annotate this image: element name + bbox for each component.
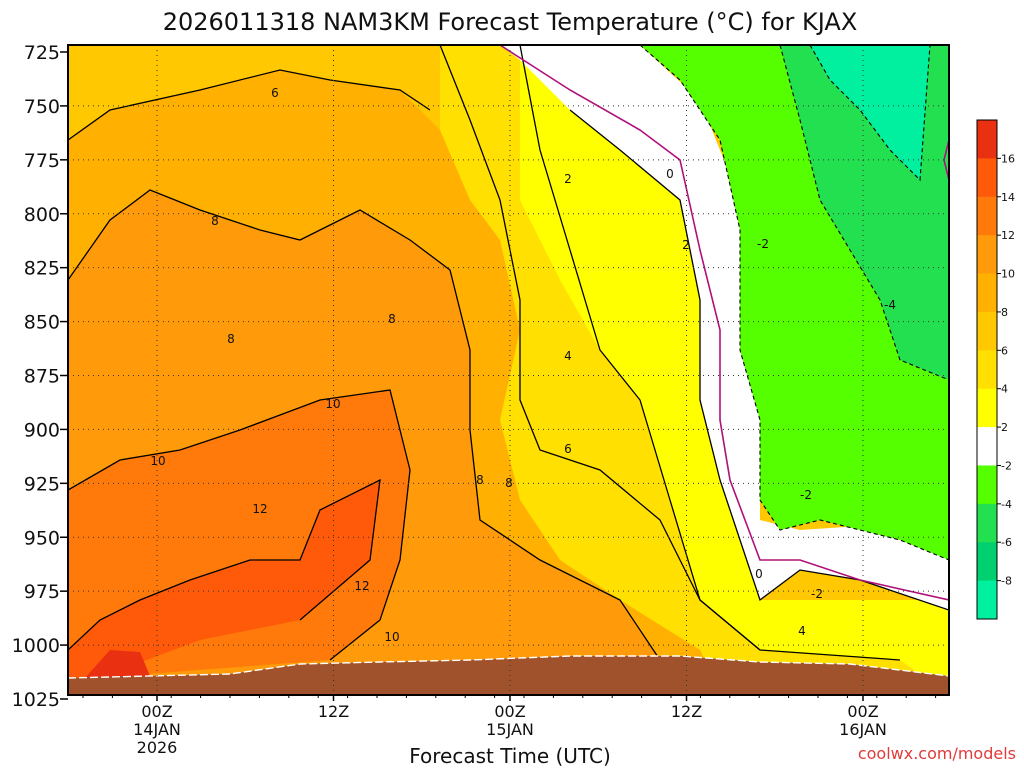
- band-16-plus: [85, 650, 150, 678]
- colorbar-label: -4: [1001, 498, 1012, 511]
- contour-label: 10: [150, 454, 165, 468]
- colorbar-label: -8: [1001, 575, 1012, 588]
- x-tick-time: 00Z: [494, 702, 525, 721]
- colorbar-swatch: [977, 388, 997, 428]
- credit-text: coolwx.com/models: [858, 744, 1016, 763]
- x-tick-time: 12Z: [671, 702, 702, 721]
- contour-labels: 6 8 8 8 10 10 10 12 12 8 8 6 4 2 2 0 -2 -4 -2 0 -2 4: [150, 86, 896, 644]
- y-tick-label: 975: [24, 581, 60, 603]
- colorbar-label: 16: [1001, 152, 1015, 165]
- contour-label: 8: [505, 476, 513, 490]
- contour-neg6: [809, 45, 931, 182]
- contour-label: -4: [884, 298, 896, 312]
- contour-neg4: [779, 45, 949, 381]
- colorbar-frame: [976, 119, 998, 620]
- x-tick-time: 00Z: [141, 702, 172, 721]
- colorbar-swatch: [977, 465, 997, 505]
- contour-label: 8: [388, 312, 396, 326]
- contour-label: 10: [325, 397, 340, 411]
- x-tick-year: 2026: [137, 738, 178, 757]
- contour-6: [68, 69, 431, 141]
- contour-label: 4: [564, 349, 572, 363]
- x-tick-date: 14JAN: [133, 720, 181, 739]
- contour-label: -2: [800, 488, 812, 502]
- y-tick-label: 925: [24, 473, 60, 495]
- colorbar-label: -2: [1001, 459, 1012, 472]
- colorbar-swatch: [977, 311, 997, 351]
- y-tick-label: 825: [24, 258, 60, 280]
- colorbar-swatch: [977, 158, 997, 198]
- colorbar-label: 4: [1001, 383, 1008, 396]
- colorbar-label: 14: [1001, 191, 1015, 204]
- contour-label: 10: [384, 630, 399, 644]
- x-axis-title: Forecast Time (UTC): [409, 744, 611, 768]
- y-tick-label: 775: [24, 150, 60, 172]
- contour-label: 2: [564, 172, 572, 186]
- contour-label: 12: [252, 502, 267, 516]
- contour-label: 4: [798, 624, 806, 638]
- contour-2: [569, 109, 949, 611]
- colorbar-label: 2: [1001, 421, 1008, 434]
- contour-8: [68, 189, 661, 661]
- contour-label: 8: [476, 473, 484, 487]
- band-14-16: [68, 480, 380, 690]
- contour-label: 2: [682, 238, 690, 252]
- x-tick-time: 12Z: [318, 702, 349, 721]
- colorbar-swatch: [977, 427, 997, 466]
- y-tick-label: 1000: [12, 635, 60, 657]
- colorbar-swatch: [977, 196, 997, 236]
- contour-label: 0: [755, 567, 763, 581]
- contour-label: 8: [227, 332, 235, 346]
- band-white: [500, 45, 949, 610]
- colorbar-swatch: [977, 273, 997, 313]
- colorbar-label: -6: [1001, 536, 1012, 549]
- contour-10: [68, 389, 411, 661]
- contour-label: 12: [354, 579, 369, 593]
- dashed-contours: [639, 45, 949, 561]
- colorbar-swatch: [977, 120, 997, 159]
- contour-lines: [68, 45, 949, 661]
- contour-neg2: [639, 45, 949, 561]
- y-axis: 725 750 775 800 825 850 875 900 925 950 975 1000 102…: [12, 42, 68, 711]
- contour-label: -2: [757, 237, 769, 251]
- contour-label: 8: [211, 214, 219, 228]
- colorbar: 16 14 12 10 8 6 4 2 -2 -4 -6 -8: [976, 119, 1015, 620]
- y-tick-label: 850: [24, 312, 60, 334]
- x-tick-date: 16JAN: [839, 720, 887, 739]
- contour-label: -2: [811, 587, 823, 601]
- colorbar-swatch: [977, 503, 997, 543]
- y-tick-label: 875: [24, 366, 60, 388]
- colorbar-label: 12: [1001, 229, 1015, 242]
- y-tick-label: 725: [24, 42, 60, 64]
- contour-4: [519, 45, 761, 651]
- contour-label: 6: [271, 86, 279, 100]
- y-tick-label: 750: [24, 96, 60, 118]
- plot-fill: [68, 45, 949, 695]
- colorbar-swatch: [977, 235, 997, 275]
- gridlines: [68, 45, 949, 695]
- contour-0: [499, 45, 949, 601]
- colorbar-swatch: [977, 580, 997, 620]
- terrain-edge: [68, 655, 949, 679]
- plot-frame: [67, 44, 950, 696]
- y-tick-label: 1025: [12, 689, 60, 711]
- y-tick-label: 800: [24, 204, 60, 226]
- colorbar-label: 6: [1001, 344, 1008, 357]
- contour-label: 6: [564, 442, 572, 456]
- band-teal: [810, 45, 930, 180]
- y-tick-label: 900: [24, 419, 60, 441]
- x-tick-date: 15JAN: [486, 720, 534, 739]
- contour-12: [68, 478, 381, 651]
- colorbar-swatch: [977, 542, 997, 582]
- colorbar-label: 10: [1001, 268, 1015, 281]
- contour-label: 0: [666, 167, 674, 181]
- colorbar-label: 8: [1001, 306, 1008, 319]
- x-tick-time: 00Z: [847, 702, 878, 721]
- chart-title: 2026011318 NAM3KM Forecast Temperature (…: [163, 8, 858, 36]
- colorbar-swatch: [977, 350, 997, 390]
- y-tick-label: 950: [24, 527, 60, 549]
- band-4-6: [440, 45, 949, 695]
